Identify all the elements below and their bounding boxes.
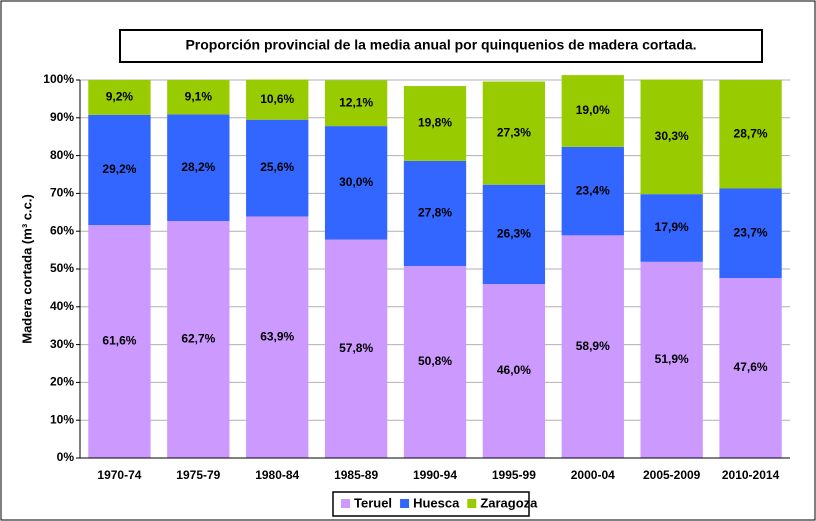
y-tick-label: 0% — [57, 450, 75, 464]
x-tick-label: 1995-99 — [492, 468, 536, 482]
y-tick-label: 50% — [50, 261, 74, 275]
value-label: 30,3% — [655, 129, 689, 143]
value-label: 12,1% — [339, 95, 373, 109]
y-axis-label: Madera cortada (m³ c.c.) — [19, 194, 34, 344]
bar-segment — [561, 146, 624, 236]
bar-segment — [167, 220, 230, 458]
value-label: 51,9% — [655, 352, 689, 366]
value-label: 27,3% — [497, 125, 531, 139]
value-label: 25,6% — [260, 160, 294, 174]
value-label: 61,6% — [102, 334, 136, 348]
bar-segment — [167, 114, 230, 221]
x-tick-label: 2005-2009 — [643, 468, 701, 482]
bar-segment — [640, 79, 703, 195]
x-tick-label: 2000-04 — [571, 468, 615, 482]
value-label: 19,8% — [418, 116, 452, 130]
bar-segment — [640, 194, 703, 262]
bar-segment — [403, 86, 467, 161]
bar-segment — [324, 126, 388, 240]
x-tick-label: 1985-89 — [334, 468, 378, 482]
bar-segment — [719, 188, 782, 279]
bar-segment — [246, 216, 309, 458]
y-tick-label: 70% — [50, 186, 74, 200]
value-label: 28,7% — [734, 126, 768, 140]
bar-segment — [482, 184, 546, 285]
y-tick-label: 100% — [43, 72, 74, 86]
bar-segment — [482, 284, 546, 458]
y-tick-label: 40% — [50, 299, 74, 313]
value-label: 47,6% — [734, 360, 768, 374]
x-tick-label: 1990-94 — [413, 468, 457, 482]
x-tick-label: 1975-79 — [176, 468, 220, 482]
bar-segment — [561, 235, 624, 458]
legend-label: Huesca — [413, 495, 460, 510]
bar-segment — [324, 80, 388, 127]
bar-segment — [167, 80, 230, 115]
bar-segment — [719, 278, 782, 458]
legend-label: Zaragoza — [480, 495, 538, 510]
y-tick-label: 20% — [50, 375, 74, 389]
chart-title: Proporción provincial de la media anual … — [185, 37, 696, 53]
legend-swatch — [400, 499, 410, 508]
value-label: 23,4% — [576, 183, 610, 197]
value-label: 26,3% — [497, 227, 531, 241]
value-label: 28,2% — [181, 160, 215, 174]
value-label: 9,1% — [185, 89, 213, 103]
value-label: 57,8% — [339, 341, 373, 355]
bar-segment — [482, 81, 546, 185]
bar-segment — [403, 265, 467, 458]
bar-segment — [88, 114, 151, 226]
value-label: 63,9% — [260, 329, 294, 343]
legend-swatch — [467, 499, 477, 508]
value-label: 46,0% — [497, 363, 531, 377]
value-label: 19,0% — [576, 103, 610, 117]
value-label: 58,9% — [576, 339, 610, 353]
bar-segment — [324, 239, 388, 458]
value-label: 9,2% — [106, 90, 134, 104]
legend-label: Teruel — [354, 495, 392, 510]
value-label: 27,8% — [418, 206, 452, 220]
bar-segment — [88, 80, 151, 115]
bar-segment — [246, 79, 309, 120]
legend-swatch — [341, 499, 350, 508]
value-label: 62,7% — [181, 332, 215, 346]
y-tick-label: 60% — [50, 223, 74, 237]
bar-segment — [88, 225, 151, 458]
x-tick-label: 1980-84 — [255, 468, 299, 482]
value-label: 50,8% — [418, 354, 452, 368]
bar-segment — [561, 75, 624, 147]
x-tick-label: 2010-2014 — [722, 468, 780, 482]
value-label: 10,6% — [260, 92, 294, 106]
value-label: 17,9% — [655, 220, 689, 234]
bar-segment — [403, 160, 467, 266]
value-label: 30,0% — [339, 175, 373, 189]
legend-box — [332, 491, 530, 517]
title-box — [119, 29, 763, 63]
bar-segment — [640, 261, 703, 458]
y-tick-label: 90% — [50, 110, 74, 124]
x-tick-label: 1970-74 — [97, 468, 141, 482]
value-label: 29,2% — [102, 162, 136, 176]
y-tick-label: 30% — [50, 337, 74, 351]
value-label: 23,7% — [734, 225, 768, 239]
y-tick-label: 80% — [50, 148, 74, 162]
bar-segment — [719, 80, 782, 189]
bar-segment — [246, 119, 309, 217]
y-tick-label: 10% — [50, 412, 74, 426]
